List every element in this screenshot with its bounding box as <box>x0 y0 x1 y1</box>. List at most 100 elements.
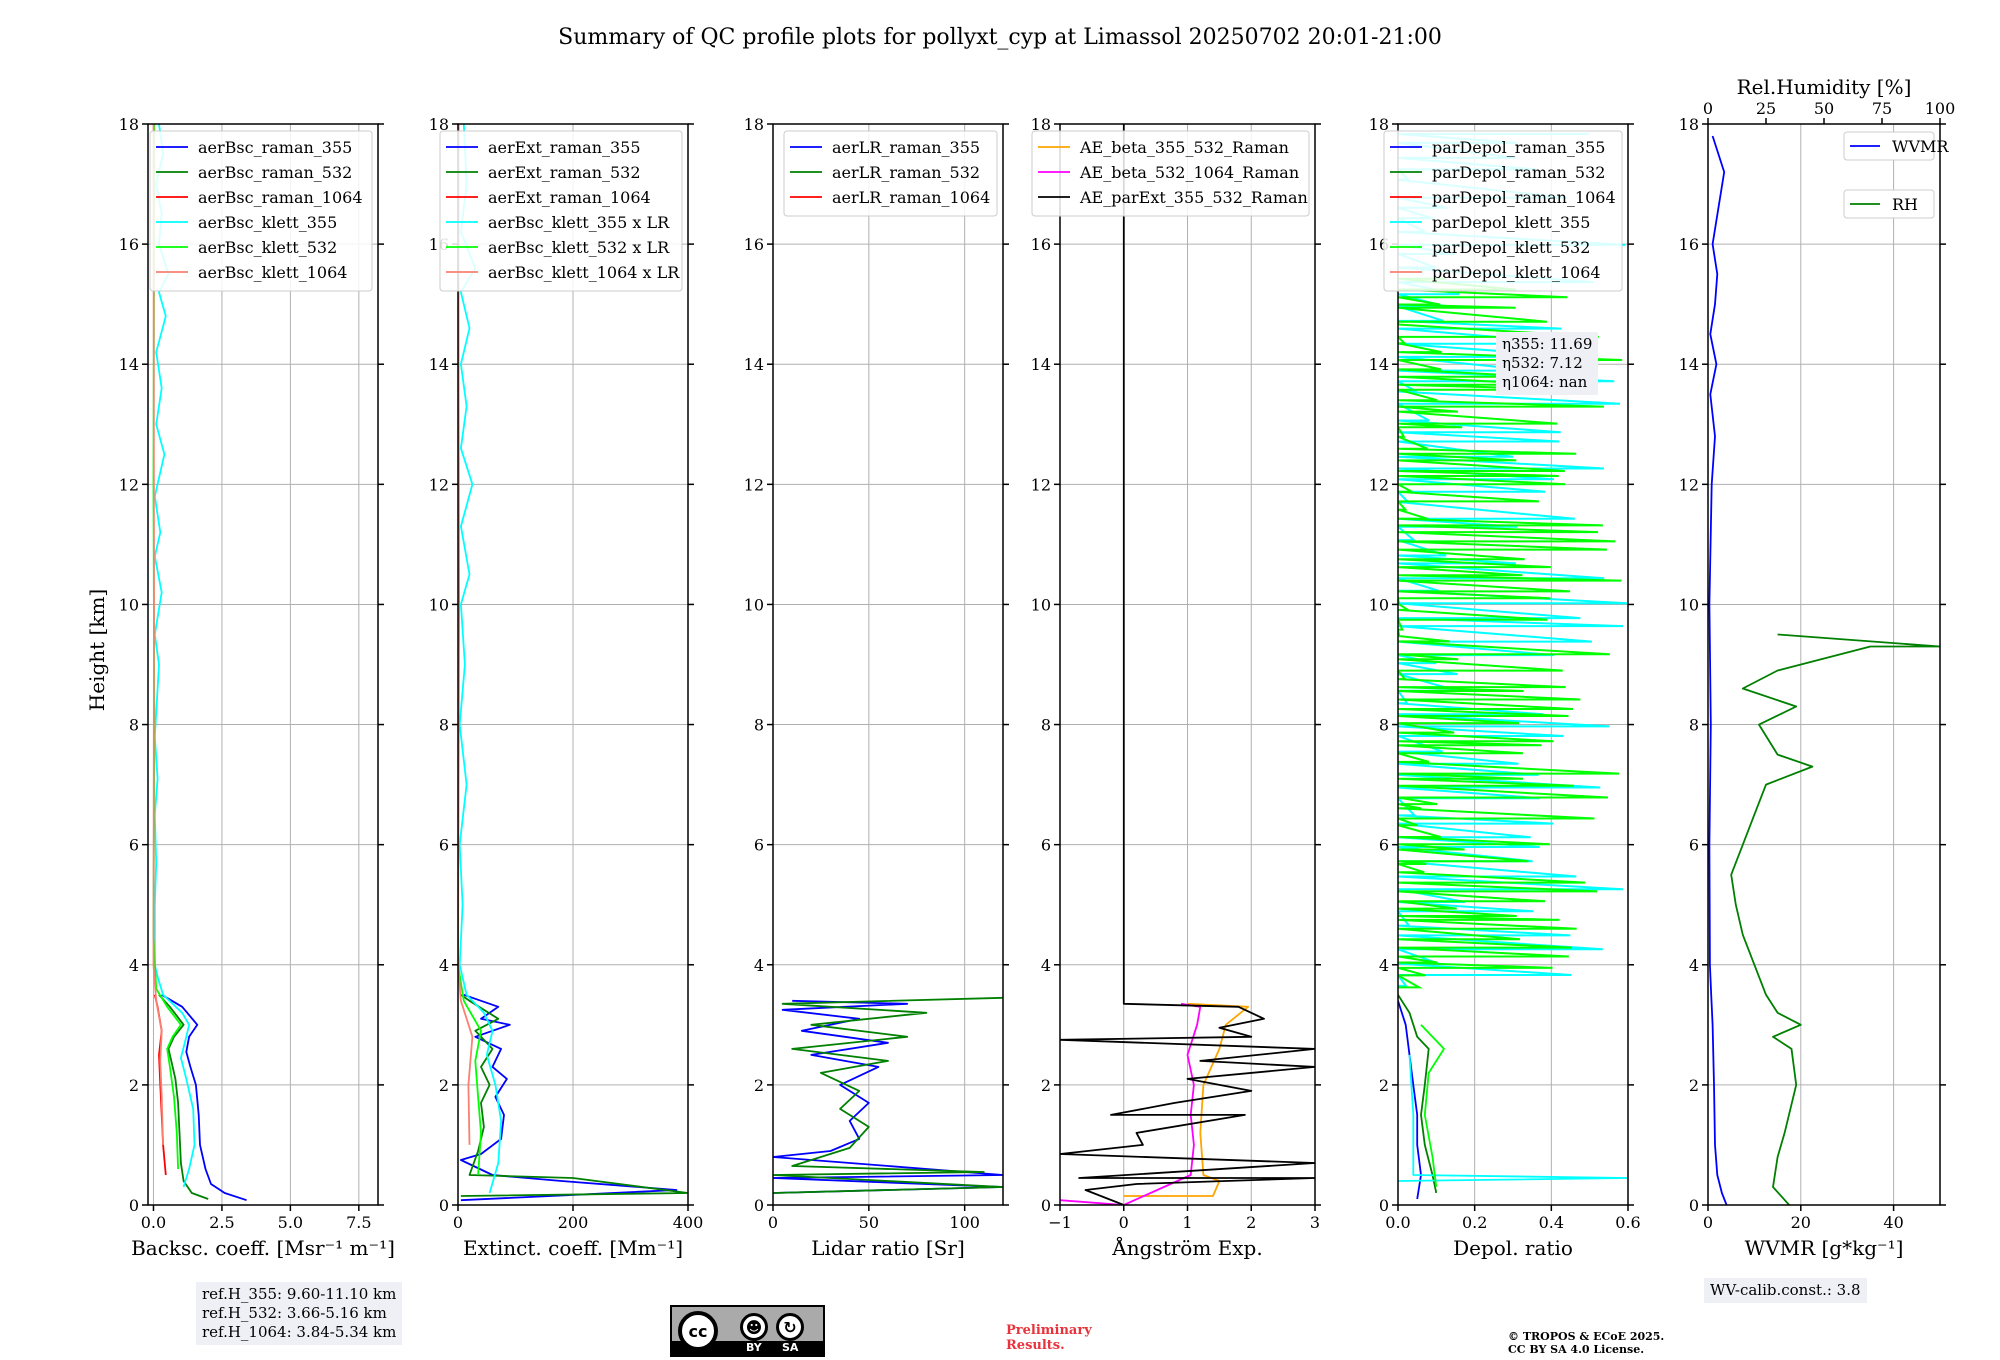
legend-frame <box>1383 130 1623 292</box>
x-tick-label: 7.5 <box>346 1213 371 1232</box>
legend-label: aerBsc_klett_355 <box>198 213 337 232</box>
x-tick-label: 3 <box>1310 1213 1320 1232</box>
y-tick-label: 0 <box>1689 1196 1699 1215</box>
x-tick-label: 50 <box>859 1213 879 1232</box>
figure-title: Summary of QC profile plots for pollyxt_… <box>558 25 1442 50</box>
y-tick-label: 2 <box>1379 1076 1389 1095</box>
y-tick-label: 16 <box>1679 235 1699 254</box>
x-tick-label: 0.6 <box>1615 1213 1640 1232</box>
legend: WVMR RH <box>1843 131 1949 219</box>
legend: aerLR_raman_355 aerLR_raman_532 aerLR_rama… <box>783 130 998 217</box>
cc-sa-label: SA <box>782 1341 799 1354</box>
y-tick-label: 10 <box>1679 595 1699 614</box>
y-tick-label: 8 <box>439 716 449 735</box>
y-tick-label: 12 <box>744 475 764 494</box>
x-tick-label: 0 <box>1703 1213 1713 1232</box>
legend-label: parDepol_raman_532 <box>1432 163 1605 182</box>
axes-frame <box>772 123 1004 1206</box>
y-tick-label: 16 <box>744 235 764 254</box>
legend-label: AE_beta_532_1064_Raman <box>1079 163 1299 182</box>
refh-355-text: ref.H_355: 9.60-11.10 km <box>202 1285 397 1303</box>
series-parDepol_klett_355 <box>1398 1054 1628 1182</box>
y-tick-label: 8 <box>129 716 139 735</box>
y-tick-label: 18 <box>1369 115 1389 134</box>
legend-frame <box>1843 189 1935 219</box>
y-tick-label: 16 <box>1031 235 1051 254</box>
cc-by-label: BY <box>746 1341 762 1354</box>
legend-label: aerBsc_raman_532 <box>198 163 352 182</box>
series-AE_parExt_355_532_Raman <box>1060 124 1315 1205</box>
legend-frame <box>783 130 998 217</box>
series-group <box>773 996 1003 1194</box>
x-axis-label: Depol. ratio <box>1453 1236 1573 1260</box>
legend-label: parDepol_klett_355 <box>1432 213 1590 232</box>
y-tick-label: 6 <box>754 836 764 855</box>
x2-tick-label: 50 <box>1814 99 1834 118</box>
series-parDepol_klett_532 <box>1420 1024 1445 1188</box>
legend-label: aerLR_raman_355 <box>832 138 980 157</box>
axes-frame <box>1397 123 1629 1206</box>
y-tick-label: 0 <box>439 1196 449 1215</box>
y-tick-label: 12 <box>1031 475 1051 494</box>
legend-label: aerBsc_raman_355 <box>198 138 352 157</box>
x-tick-label: 20 <box>1791 1213 1811 1232</box>
cc-logo-icon: cc <box>678 1311 718 1351</box>
y-tick-label: 0 <box>1379 1196 1389 1215</box>
y-tick-label: 14 <box>1679 355 1699 374</box>
y-tick-label: 0 <box>754 1196 764 1215</box>
copyright-line-2: CC BY SA 4.0 License. <box>1508 1343 1645 1356</box>
legend-label: RH <box>1892 195 1918 214</box>
series-aerBsc_raman_532 <box>158 994 209 1200</box>
panel-1: 0 2 4 6 8 10 12 14 16 18 0.0 2.5 5.0 7.5 Backsc. coeff… <box>119 115 395 1260</box>
y-tick-label: 4 <box>439 956 449 975</box>
x-tick-label: 2.5 <box>209 1213 234 1232</box>
x-tick-label: 0.0 <box>141 1213 166 1232</box>
legend-label: aerBsc_klett_355 x LR <box>488 213 670 232</box>
y-tick-label: 18 <box>1679 115 1699 134</box>
eta-532-text: η532: 7.12 <box>1502 354 1583 372</box>
y-tick-label: 18 <box>744 115 764 134</box>
legend-label: aerBsc_klett_1064 x LR <box>488 263 680 282</box>
series-parDepol_raman_355 <box>1398 1000 1422 1200</box>
axes-frame <box>1707 123 1941 1206</box>
eta-1064-text: η1064: nan <box>1502 373 1588 391</box>
x2-tick-label: 100 <box>1925 99 1956 118</box>
legend-label: aerExt_raman_1064 <box>488 188 651 207</box>
x-axis-label: Lidar ratio [Sr] <box>811 1236 965 1260</box>
axes-frame <box>457 123 689 1206</box>
series-WVMR <box>1708 135 1728 1205</box>
x-tick-label: 400 <box>673 1213 704 1232</box>
refh-1064-text: ref.H_1064: 3.84-5.34 km <box>202 1323 397 1341</box>
x-axis-label: Ångström Exp. <box>1111 1235 1262 1260</box>
y-tick-label: 6 <box>1041 836 1051 855</box>
axes-frame <box>147 123 379 1206</box>
y-tick-label: 14 <box>119 355 139 374</box>
y-tick-label: 2 <box>1689 1076 1699 1095</box>
preliminary-line-1: Preliminary <box>1006 1323 1092 1338</box>
x-axis-label: WVMR [g*kg⁻¹] <box>1745 1236 1904 1260</box>
y-tick-label: 18 <box>429 115 449 134</box>
y-tick-label: 4 <box>129 956 139 975</box>
x-tick-label: 5.0 <box>278 1213 303 1232</box>
series-aerBsc_raman_355 <box>161 994 247 1202</box>
legend-label: aerExt_raman_532 <box>488 163 641 182</box>
y-tick-label: 10 <box>1031 595 1051 614</box>
legend-label: aerLR_raman_532 <box>832 163 980 182</box>
legend-label: aerExt_raman_355 <box>488 138 641 157</box>
sa-share-icon: ↻ <box>776 1313 804 1341</box>
legend-label: parDepol_klett_1064 <box>1432 263 1601 282</box>
legend-label: parDepol_raman_1064 <box>1432 188 1616 207</box>
x-tick-label: 1 <box>1182 1213 1192 1232</box>
y-tick-label: 2 <box>129 1076 139 1095</box>
x2-tick-label: 75 <box>1872 99 1892 118</box>
preliminary-results-note: Preliminary Results. <box>1006 1323 1092 1353</box>
y-tick-label: 6 <box>1689 836 1699 855</box>
panel-3: 0 2 4 6 8 10 12 14 16 18 0 50 100 Lidar ratio [Sr] aer… <box>744 115 1009 1260</box>
y-tick-label: 4 <box>1379 956 1389 975</box>
series-AE_beta_355_532_Raman <box>1123 1002 1249 1197</box>
series-aerBsc_klett_1064 <box>152 124 164 1145</box>
x-tick-label: 0.2 <box>1462 1213 1487 1232</box>
